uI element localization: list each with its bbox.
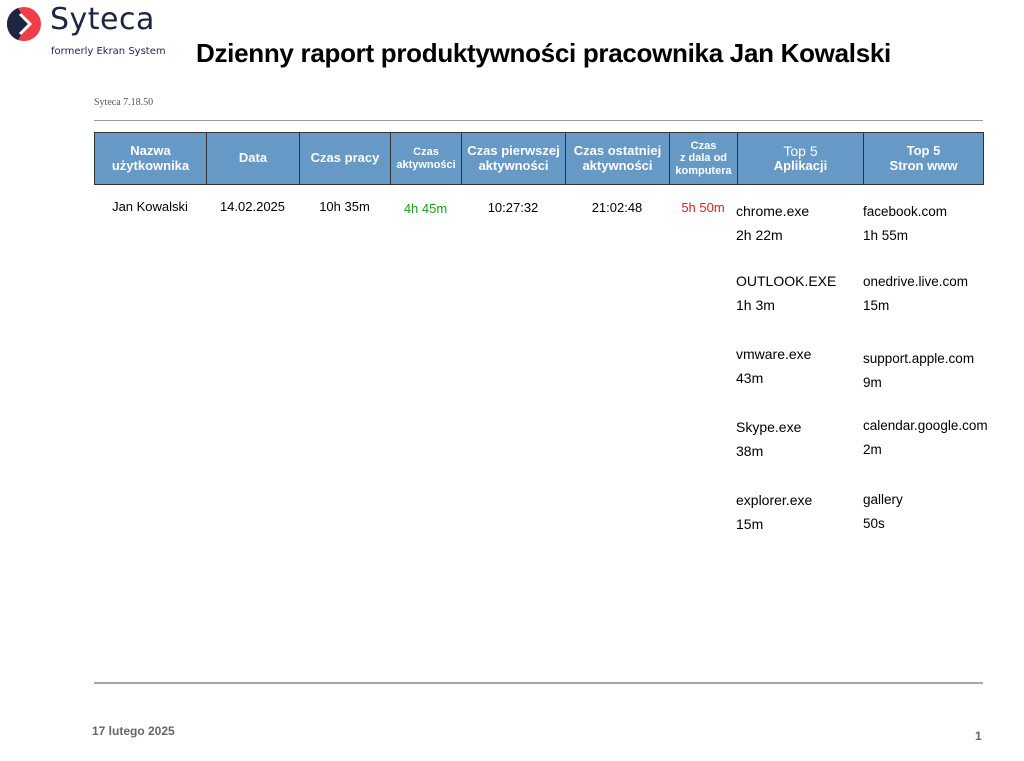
column-header-first-activity: Czas pierwszej aktywności (461, 132, 566, 185)
logo-subtitle: formerly Ekran System (51, 46, 166, 57)
version-label: Syteca 7.18.50 (94, 97, 154, 108)
list-item: facebook.com 1h 55m (863, 204, 948, 243)
list-item: support.apple.com 9m (863, 351, 975, 390)
list-item: explorer.exe 15m (736, 492, 813, 532)
list-item: Skype.exe 38m (736, 419, 802, 459)
column-header-date: Data (206, 132, 300, 185)
logo-wordmark: Syteca (50, 2, 155, 37)
column-header-top-sites: Top 5 Stron www (863, 132, 984, 185)
list-item: vmware.exe 43m (736, 346, 812, 386)
cell-date: 14.02.2025 (219, 199, 286, 214)
list-item: OUTLOOK.EXE 1h 3m (736, 273, 837, 313)
footer-date: 17 lutego 2025 (92, 724, 175, 738)
list-item: onedrive.live.com 15m (863, 274, 969, 313)
column-header-last-activity: Czas ostatniej aktywności (565, 132, 670, 185)
column-header-user: Nazwa użytkownika (94, 132, 207, 185)
column-header-top-apps: Top 5 Aplikacji (737, 132, 864, 185)
cell-first-activity: 10:27:32 (487, 200, 539, 215)
column-header-active-time: Czas aktywności (390, 132, 462, 185)
cell-away-time: 5h 50m (681, 200, 725, 215)
syteca-logo-icon (6, 7, 41, 41)
cell-active-time: 4h 45m (403, 201, 448, 216)
cell-work-time: 10h 35m (319, 199, 370, 214)
page-number: 1 (975, 729, 982, 743)
footer-divider (94, 682, 983, 684)
column-header-away-time: Czas z dala od komputera (669, 132, 738, 185)
cell-user: Jan Kowalski (112, 199, 188, 214)
report-title: Dzienny raport produktywności pracownika… (196, 38, 891, 68)
cell-last-activity: 21:02:48 (591, 200, 643, 215)
list-item: gallery 50s (863, 492, 903, 531)
column-header-work-time: Czas pracy (299, 132, 391, 185)
table-header: Nazwa użytkownika Data Czas pracy Czas akt… (94, 132, 984, 185)
list-item: chrome.exe 2h 22m (736, 203, 810, 243)
list-item: calendar.google.com 2m (863, 418, 988, 457)
syteca-logo: Syteca formerly Ekran System (6, 2, 166, 61)
header-divider (94, 120, 983, 121)
